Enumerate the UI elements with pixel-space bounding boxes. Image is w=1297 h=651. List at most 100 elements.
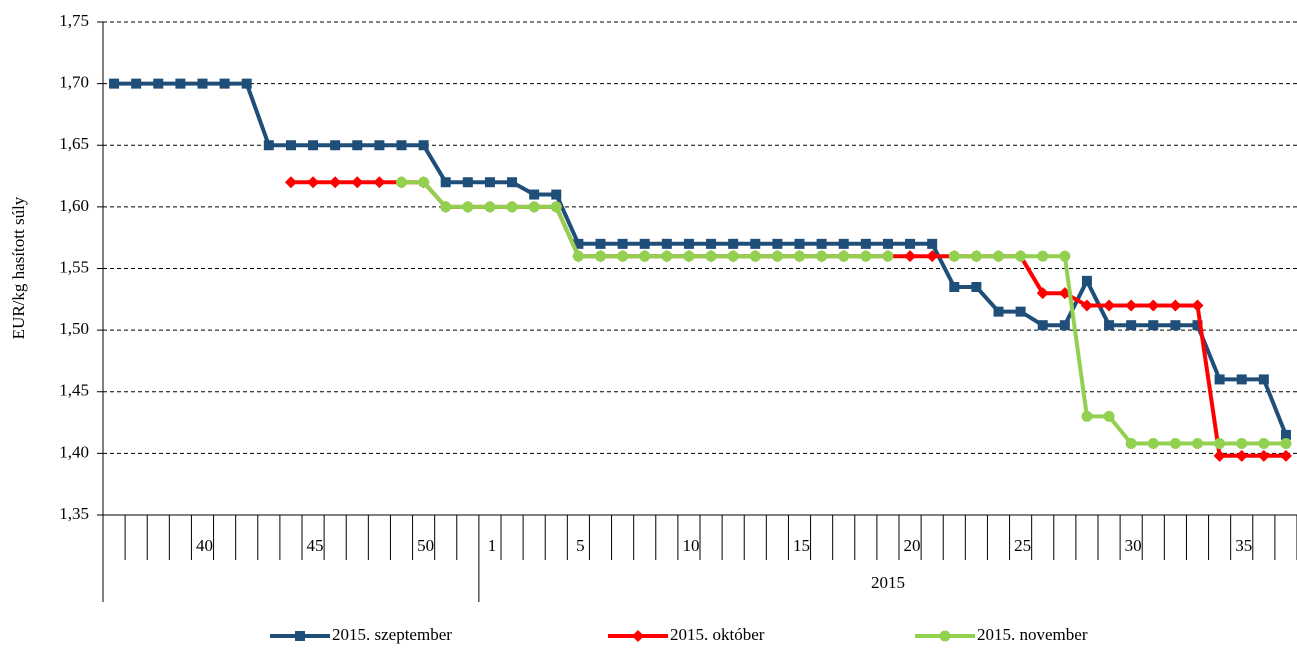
marker xyxy=(462,177,473,188)
marker xyxy=(595,250,606,262)
marker xyxy=(595,238,606,249)
marker xyxy=(308,140,319,151)
marker xyxy=(295,631,305,641)
marker xyxy=(462,201,474,213)
series-line xyxy=(114,81,1288,436)
marker xyxy=(1103,410,1115,422)
marker xyxy=(219,78,230,89)
marker xyxy=(661,238,672,249)
marker xyxy=(970,250,982,262)
marker xyxy=(882,250,894,262)
marker xyxy=(1214,374,1225,385)
marker xyxy=(550,201,562,213)
marker xyxy=(1147,299,1160,312)
marker xyxy=(1081,275,1092,286)
marker xyxy=(1192,438,1203,450)
marker xyxy=(771,250,783,262)
marker xyxy=(993,306,1004,317)
marker xyxy=(939,630,951,642)
marker xyxy=(816,238,827,249)
marker xyxy=(639,238,650,249)
y-tick-label: 1,40 xyxy=(59,442,89,461)
marker xyxy=(838,250,850,262)
marker xyxy=(772,238,783,249)
y-tick-label: 1,75 xyxy=(59,11,89,30)
marker xyxy=(1235,449,1248,462)
marker xyxy=(506,201,518,213)
y-axis-label: EUR/kg hasított súly xyxy=(9,196,28,339)
marker xyxy=(683,238,694,249)
marker xyxy=(750,238,761,249)
y-tick-label: 1,65 xyxy=(59,134,89,153)
marker xyxy=(1148,320,1159,331)
marker xyxy=(418,140,429,151)
marker xyxy=(728,238,739,249)
marker xyxy=(1081,410,1093,422)
marker xyxy=(440,201,452,213)
marker xyxy=(794,238,805,249)
marker xyxy=(1258,438,1270,450)
marker xyxy=(1214,438,1226,450)
marker xyxy=(352,140,363,151)
marker xyxy=(904,250,917,263)
x-tick-label: 15 xyxy=(793,536,810,555)
x-tick-label: 25 xyxy=(1014,536,1031,555)
marker xyxy=(109,78,120,89)
marker xyxy=(727,250,739,262)
marker xyxy=(838,238,849,249)
marker xyxy=(1037,320,1048,331)
marker xyxy=(263,140,274,151)
marker xyxy=(484,177,495,188)
marker xyxy=(905,238,916,249)
marker xyxy=(175,78,186,89)
marker xyxy=(329,176,342,189)
marker xyxy=(971,281,982,292)
marker xyxy=(1125,438,1137,450)
x-tick-label: 20 xyxy=(904,536,921,555)
marker xyxy=(1258,374,1269,385)
marker xyxy=(1279,449,1292,462)
marker xyxy=(1015,250,1027,262)
marker xyxy=(927,238,938,249)
marker xyxy=(1192,320,1203,331)
marker xyxy=(705,250,717,262)
marker xyxy=(860,250,872,262)
x-tick-label: 30 xyxy=(1125,536,1142,555)
marker xyxy=(131,78,142,89)
marker xyxy=(1169,438,1181,450)
marker xyxy=(1080,299,1093,312)
marker xyxy=(528,201,540,213)
marker xyxy=(1169,299,1182,312)
y-tick-label: 1,60 xyxy=(59,196,89,215)
marker xyxy=(1213,449,1226,462)
x-tick-label: 5 xyxy=(576,536,585,555)
marker xyxy=(373,176,386,189)
marker xyxy=(683,250,695,262)
marker xyxy=(284,176,297,189)
y-tick-label: 1,50 xyxy=(59,319,89,338)
marker xyxy=(882,238,893,249)
marker xyxy=(1059,320,1070,331)
marker xyxy=(926,250,939,263)
x-tick-label: 50 xyxy=(417,536,434,555)
series-line xyxy=(401,180,1286,446)
marker xyxy=(1236,438,1248,450)
marker xyxy=(1236,374,1247,385)
marker xyxy=(617,238,628,249)
y-tick-label: 1,35 xyxy=(59,504,89,523)
legend-label: 2015. szeptember xyxy=(332,625,452,644)
marker xyxy=(1147,438,1159,450)
marker xyxy=(330,140,341,151)
x-tick-label: 10 xyxy=(682,536,699,555)
marker xyxy=(794,250,805,262)
marker xyxy=(396,140,407,151)
x-tick-label: 45 xyxy=(307,536,324,555)
marker xyxy=(573,238,584,249)
marker xyxy=(948,250,960,262)
marker xyxy=(241,78,252,89)
marker xyxy=(993,250,1004,262)
y-tick-label: 1,55 xyxy=(59,257,89,276)
marker xyxy=(396,176,407,188)
marker xyxy=(749,250,761,262)
